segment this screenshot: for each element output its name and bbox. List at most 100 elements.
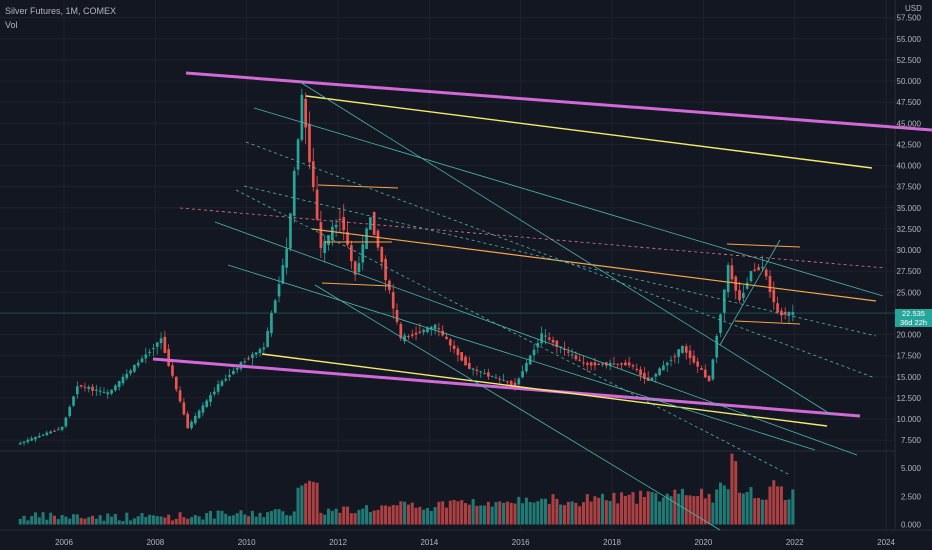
candle-body xyxy=(323,240,327,254)
volume-bar xyxy=(357,509,361,525)
volume-bar xyxy=(387,506,391,525)
candle-body xyxy=(34,436,37,440)
volume-bar xyxy=(597,497,601,525)
volume-bar xyxy=(209,510,213,525)
candle-body xyxy=(87,386,91,390)
candle-body xyxy=(247,358,250,360)
volume-bar xyxy=(391,505,395,525)
volume-bar xyxy=(22,515,26,525)
volume-bar xyxy=(71,514,76,525)
currency-label: USD xyxy=(905,4,922,13)
candle-body xyxy=(719,314,722,334)
volume-bar xyxy=(18,518,22,525)
candle-body xyxy=(365,228,368,249)
volume-bar xyxy=(699,488,703,525)
candle-body xyxy=(72,396,75,406)
candle-body xyxy=(414,332,418,335)
candle-body xyxy=(715,335,719,358)
volume-bar xyxy=(509,502,513,525)
volume-bar xyxy=(193,514,197,525)
volume-bar xyxy=(216,510,220,525)
volume-bar xyxy=(395,505,399,525)
candle-body xyxy=(582,362,585,364)
volume-bar xyxy=(612,492,616,525)
volume-bar xyxy=(212,518,216,525)
volume-bar xyxy=(334,508,338,525)
volume-bar xyxy=(604,500,608,525)
countdown: 36d 22h xyxy=(899,318,928,327)
volume-bar xyxy=(479,505,483,525)
volume-bar xyxy=(376,509,380,525)
volume-bar xyxy=(517,496,521,525)
candle-body xyxy=(102,391,106,393)
volume-bar xyxy=(368,512,372,525)
candle-body xyxy=(251,354,254,358)
candle-body xyxy=(783,311,787,315)
price-tick-label: 45.000 xyxy=(897,119,922,128)
volume-bar xyxy=(132,518,136,525)
volume-bar xyxy=(513,503,517,525)
volume-bar xyxy=(418,506,422,525)
candle-body xyxy=(559,346,562,348)
price-tick-label: 55.000 xyxy=(897,35,922,44)
candle-body xyxy=(696,361,700,367)
volume-bar xyxy=(326,508,331,525)
candle-body xyxy=(243,361,247,363)
candle-body xyxy=(471,368,475,370)
candle-body xyxy=(448,339,452,346)
yellow-upper-line xyxy=(305,95,873,169)
teal-dashed-line-3 xyxy=(235,189,791,476)
volume-bar xyxy=(444,507,449,525)
candle-body xyxy=(254,352,258,355)
volume-bar xyxy=(399,501,403,525)
volume-bar xyxy=(186,518,190,525)
volume-bar xyxy=(121,521,125,525)
volume-bar xyxy=(273,509,277,525)
candle-body xyxy=(334,224,338,228)
candle-body xyxy=(53,430,56,432)
year-tick-label: 2014 xyxy=(420,538,438,547)
candle-body xyxy=(692,355,696,363)
candle-body xyxy=(49,431,53,434)
volume-bar xyxy=(490,506,494,525)
price-tick-label: 12.500 xyxy=(897,394,922,403)
volume-bar xyxy=(593,496,597,525)
price-tick-label: 57.500 xyxy=(897,14,922,23)
price-tick-label: 27.500 xyxy=(897,267,922,276)
candle-body xyxy=(350,245,353,262)
volume-bar xyxy=(403,501,407,525)
volume-bar xyxy=(422,509,426,525)
candle-body xyxy=(376,230,380,248)
volume-bar xyxy=(319,512,323,525)
volume-bar xyxy=(231,515,235,525)
volume-bar xyxy=(562,505,566,525)
volume-bar xyxy=(616,503,620,525)
price-tick-label: 20.000 xyxy=(897,331,922,340)
volume-bar xyxy=(144,516,148,525)
price-tick-label: 35.000 xyxy=(897,204,922,213)
volume-bar xyxy=(779,486,783,525)
volume-bar xyxy=(75,514,79,525)
candle-body xyxy=(429,326,433,330)
candle-body xyxy=(64,417,68,427)
volume-bar xyxy=(247,516,251,525)
volume-bar xyxy=(425,508,429,525)
volume-bar xyxy=(631,492,635,525)
volume-bar xyxy=(646,491,650,525)
candle-body xyxy=(506,381,509,383)
volume-bar xyxy=(338,512,342,525)
volume-bar xyxy=(243,514,247,525)
volume-tick-label: 2.500 xyxy=(901,492,922,501)
candle-body xyxy=(703,369,707,378)
candle-body xyxy=(60,426,64,430)
candle-body xyxy=(574,355,578,360)
candle-body xyxy=(566,351,570,353)
volume-bar xyxy=(201,519,205,525)
volume-bar xyxy=(83,518,87,525)
volume-bar xyxy=(224,513,228,525)
volume-bar xyxy=(353,513,357,525)
candle-body xyxy=(681,345,684,353)
candle-body xyxy=(654,373,658,377)
volume-bar xyxy=(783,500,787,525)
